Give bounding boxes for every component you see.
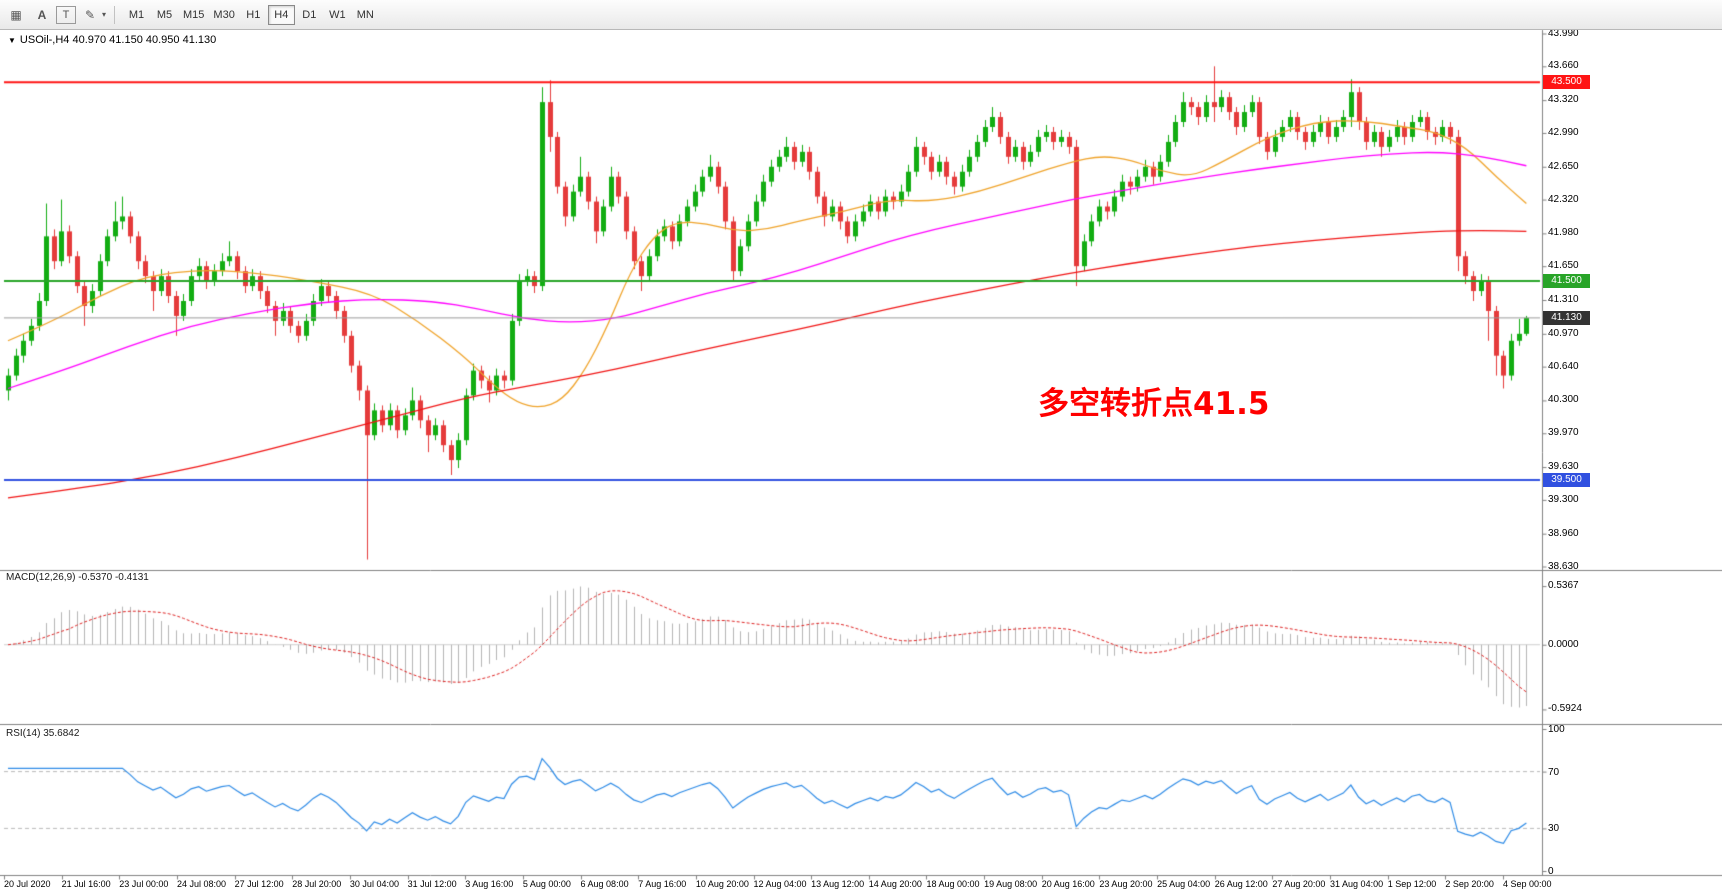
time-axis-label: 27 Aug 20:00: [1272, 879, 1326, 889]
chart-grid-icon[interactable]: ▦: [4, 4, 28, 26]
symbol-dropdown-icon[interactable]: ▼: [8, 36, 16, 45]
time-axis-label: 7 Aug 16:00: [638, 879, 687, 889]
text-tool-t-button[interactable]: T: [56, 5, 76, 24]
timeframe-button-d1[interactable]: D1: [296, 5, 323, 25]
price-axis-label: 40.970: [1548, 327, 1579, 339]
price-axis-label: 38.630: [1548, 560, 1579, 572]
time-axis-label: 10 Aug 20:00: [695, 879, 749, 889]
timeframe-button-group: M1 M5 M15 M30 H1 H4 D1 W1 MN: [123, 4, 379, 25]
timeframe-button-m15[interactable]: M15: [179, 5, 208, 25]
timeframe-button-w1[interactable]: W1: [324, 5, 351, 25]
rsi-indicator-label: RSI(14) 35.6842: [6, 728, 80, 739]
time-axis-label: 3 Aug 16:00: [465, 879, 514, 889]
price-axis-label: 41.310: [1548, 294, 1579, 305]
time-axis-label: 21 Jul 16:00: [61, 879, 111, 889]
rsi-axis-label: 30: [1548, 823, 1560, 835]
hline-price-badge: 41.500: [1543, 274, 1590, 289]
time-axis-label: 31 Aug 04:00: [1330, 879, 1384, 889]
timeframe-button-h1[interactable]: H1: [240, 5, 267, 25]
time-axis-label: 26 Aug 12:00: [1214, 879, 1268, 889]
time-axis-label: 4 Sep 00:00: [1503, 879, 1552, 889]
price-axis-label: 39.630: [1548, 461, 1579, 473]
chart-annotation-text: 多空转折点41.5: [1038, 386, 1270, 422]
price-axis-label: 40.300: [1548, 394, 1579, 406]
symbol-ohlc-title: USOil-,H4 40.970 41.150 40.950 41.130: [19, 34, 217, 46]
time-axis-label: 14 Aug 20:00: [868, 879, 922, 889]
rsi-axis-label: 100: [1548, 724, 1565, 735]
rsi-axis-label: 0: [1548, 866, 1554, 877]
hline-price-badge: 39.500: [1543, 472, 1590, 487]
macd-axis-label: -0.5924: [1548, 703, 1582, 715]
price-axis-label: 38.960: [1548, 527, 1579, 539]
time-axis-label: 12 Aug 04:00: [753, 879, 807, 889]
time-axis-label: 25 Aug 04:00: [1157, 879, 1211, 889]
time-axis-label: 23 Aug 20:00: [1099, 879, 1153, 889]
price-axis-label: 42.650: [1548, 160, 1579, 172]
timeframe-button-h4[interactable]: H4: [267, 4, 295, 25]
time-axis-label: 30 Jul 04:00: [349, 879, 399, 889]
rsi-axis-label: 70: [1548, 766, 1560, 778]
time-axis-label: 31 Jul 12:00: [407, 879, 457, 889]
pencil-dropdown-caret-icon[interactable]: ▾: [102, 10, 107, 19]
toolbar-separator: [114, 5, 116, 24]
text-label-a-button[interactable]: A: [30, 4, 54, 26]
time-axis-label: 2 Sep 20:00: [1445, 879, 1494, 889]
price-axis-label: 43.990: [1548, 27, 1579, 39]
price-axis-label: 43.320: [1548, 94, 1579, 106]
price-axis-label: 39.300: [1548, 493, 1579, 505]
toolbar: ▦ A T ✎ ▾ M1 M5 M15 M30 H1 H4 D1 W1 MN: [0, 0, 1722, 30]
timeframe-button-m1[interactable]: M1: [123, 5, 150, 25]
timeframe-button-m5[interactable]: M5: [151, 5, 178, 25]
timeframe-button-mn[interactable]: MN: [352, 5, 379, 25]
time-axis-label: 13 Aug 12:00: [811, 879, 865, 889]
price-axis-label: 41.980: [1548, 227, 1579, 239]
current-price-badge: 41.130: [1543, 310, 1590, 325]
draw-pencil-button[interactable]: ✎: [78, 4, 102, 26]
time-axis-label: 5 Aug 00:00: [522, 879, 571, 889]
macd-axis-label: 0.0000: [1548, 638, 1579, 650]
time-axis-label: 6 Aug 08:00: [580, 879, 629, 889]
timeframe-button-m30[interactable]: M30: [209, 5, 238, 25]
time-axis-label: 20 Jul 2020: [4, 879, 51, 889]
price-axis-label: 40.640: [1548, 360, 1579, 372]
hline-price-badge: 43.500: [1543, 75, 1590, 90]
time-axis-label: 1 Sep 12:00: [1387, 879, 1437, 889]
macd-axis-label: 0.5367: [1548, 580, 1579, 592]
time-axis-label: 18 Aug 00:00: [926, 879, 980, 889]
price-axis-label: 43.660: [1548, 60, 1579, 72]
symbol-header: ▼ USOil-,H4 40.970 41.150 40.950 41.130: [8, 34, 216, 46]
time-axis-label: 27 Jul 12:00: [234, 879, 284, 889]
price-axis-label: 41.650: [1548, 260, 1579, 272]
time-axis-label: 20 Aug 16:00: [1041, 879, 1095, 889]
price-axis-label: 42.320: [1548, 193, 1579, 205]
macd-indicator-label: MACD(12,26,9) -0.5370 -0.4131: [6, 572, 149, 583]
time-axis-label: 28 Jul 20:00: [292, 879, 342, 889]
time-axis-label: 19 Aug 08:00: [984, 879, 1038, 889]
time-axis-label: 23 Jul 00:00: [119, 879, 169, 889]
price-axis-label: 39.970: [1548, 427, 1579, 439]
time-axis-label: 24 Jul 08:00: [176, 879, 226, 889]
price-axis-label: 42.990: [1548, 126, 1579, 138]
